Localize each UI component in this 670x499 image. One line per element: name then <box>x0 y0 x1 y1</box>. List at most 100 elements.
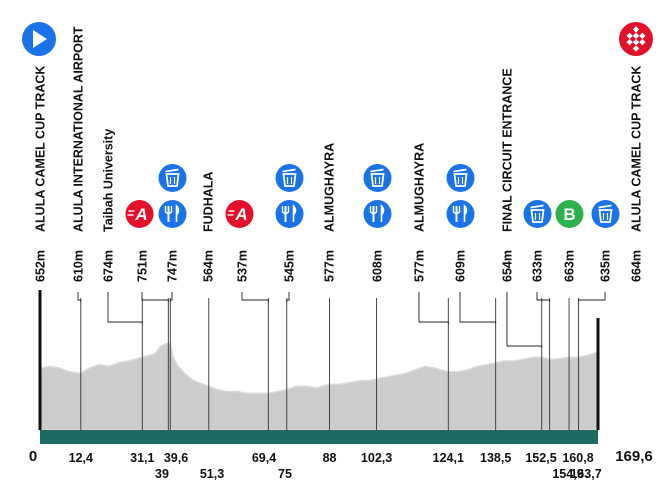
road-band-rect <box>40 430 598 444</box>
leader-line <box>107 292 143 324</box>
waypoint-elevation-label: 537m <box>236 250 250 282</box>
play-triangle <box>33 30 47 48</box>
waste-zone-icon <box>275 164 304 192</box>
distance-tick-label: 160,8 <box>562 451 593 465</box>
feed-zone-icon <box>275 200 304 228</box>
waste-bin-lid <box>282 168 296 173</box>
leader-line <box>536 292 551 302</box>
leader-line <box>418 292 449 324</box>
waste-bin-lid <box>530 204 544 209</box>
fork-tines <box>452 206 461 215</box>
waypoint-elevation-label: 674m <box>102 250 116 282</box>
intermediate-sprint-icon-letter: A <box>134 205 147 224</box>
waypoint-elevation-label: 564m <box>202 250 216 282</box>
fork-tines <box>369 206 378 215</box>
distance-tick-label: 31,1 <box>130 451 154 465</box>
waste-bin-lid <box>165 168 179 173</box>
waypoint-elevation-label: 747m <box>166 250 180 282</box>
waste-zone-icon <box>446 164 475 192</box>
distance-end-label: 169,6 <box>615 448 653 465</box>
intermediate-sprint-icon: A <box>125 200 154 228</box>
waypoint-name-label: ALULA CAMEL CUP TRACK <box>630 66 644 232</box>
distance-tick-label: 69,4 <box>252 451 276 465</box>
waste-zone-icon-bg <box>523 200 552 228</box>
waypoint-elevation-label: 609m <box>454 250 468 282</box>
waste-zone-icon <box>158 164 187 192</box>
feed-zone-icon <box>363 200 392 228</box>
leader-line <box>141 292 169 302</box>
waypoint-labels: 652m ALULA CAMEL CUP TRACK 610m ALULA INTER… <box>34 26 644 282</box>
feed-zone-icon <box>446 200 475 228</box>
waste-zone-icon <box>363 164 392 192</box>
feed-zone-icon-bg <box>363 200 392 228</box>
leader-line <box>286 292 290 302</box>
waypoint-elevation-label: 577m <box>323 250 337 282</box>
waste-zone-icon-bg <box>158 164 187 192</box>
waste-zone-icon <box>523 200 552 228</box>
fork-tines <box>281 206 290 215</box>
waste-zone-icon <box>591 200 620 228</box>
waypoint-name-label: FUDHALA <box>202 172 216 232</box>
label-leader-lines <box>77 292 606 348</box>
waste-zone-icon-bg <box>275 164 304 192</box>
elevation-area-fill <box>39 342 599 431</box>
waypoint-elevation-label: 545m <box>283 250 297 282</box>
elevation-area <box>39 342 599 431</box>
intermediate-sprint-icon: A <box>225 200 254 228</box>
leader-line <box>578 292 606 302</box>
distance-tick-label: 39,6 <box>164 451 188 465</box>
waypoint-elevation-label: 635m <box>599 250 613 282</box>
leader-line <box>241 292 269 302</box>
distance-tick-label: 51,3 <box>200 467 224 481</box>
waypoint-elevation-label: 610m <box>72 250 86 282</box>
distance-tick-label: 88 <box>323 451 337 465</box>
leader-line <box>77 292 82 302</box>
distance-tick-label: 124,1 <box>433 451 464 465</box>
waypoint-marker-lines <box>38 290 600 430</box>
distance-tick-label: 152,5 <box>525 451 556 465</box>
waste-zone-icon-bg <box>446 164 475 192</box>
distance-tick-label: 75 <box>278 467 292 481</box>
waypoint-elevation-label: 608m <box>371 250 385 282</box>
leader-line <box>506 292 543 348</box>
feed-zone-icon-bg <box>275 200 304 228</box>
waypoint-elevation-label: 577m <box>413 250 427 282</box>
distance-start-label: 0 <box>29 448 37 465</box>
bonus-sprint-icon-bg <box>555 200 584 228</box>
waypoint-name-label: Taibah University <box>102 129 116 232</box>
waste-bin-shape <box>370 173 385 187</box>
distance-axis-labels: 0 12,4 31,139 39,6 51,3 69,475 88 102,3 124,1 138… <box>29 448 653 481</box>
leader-line <box>169 292 173 302</box>
waste-bin-shape <box>598 209 613 223</box>
waste-zone-icon-bg <box>363 164 392 192</box>
bonus-sprint-icon-letter: B <box>563 205 575 224</box>
waste-bin-lid <box>370 168 384 173</box>
intermediate-sprint-icon-letter: A <box>234 205 247 224</box>
waypoint-elevation-label: 652m <box>34 250 48 282</box>
waypoint-name-label: ALULA CAMEL CUP TRACK <box>34 66 48 232</box>
fork-tines <box>164 206 173 215</box>
knife-shape <box>292 204 297 222</box>
feed-zone-icon <box>158 200 187 228</box>
finish-icon <box>619 22 653 56</box>
distance-tick-label: 163,7 <box>570 467 601 481</box>
distance-tick-label: 154,9 <box>552 467 583 481</box>
waypoint-elevation-label: 664m <box>630 250 644 282</box>
road-band <box>40 430 598 444</box>
leader-line <box>459 292 497 324</box>
waypoint-elevation-label: 654m <box>501 250 515 282</box>
distance-tick-label: 39 <box>155 467 169 481</box>
knife-shape <box>175 204 180 222</box>
waypoint-name-label: ALULA INTERNATIONAL AIRPORT <box>72 26 86 232</box>
waypoint-name-label: ALMUGHAYRA <box>323 143 337 232</box>
waste-bin-lid <box>453 168 467 173</box>
feed-zone-icon-bg <box>446 200 475 228</box>
start-icon <box>22 22 56 56</box>
waste-bin-shape <box>282 173 297 187</box>
distance-tick-label: 102,3 <box>361 451 392 465</box>
knife-shape <box>463 204 468 222</box>
intermediate-sprint-icon-bg <box>125 200 154 228</box>
waste-bin-lid <box>598 204 612 209</box>
